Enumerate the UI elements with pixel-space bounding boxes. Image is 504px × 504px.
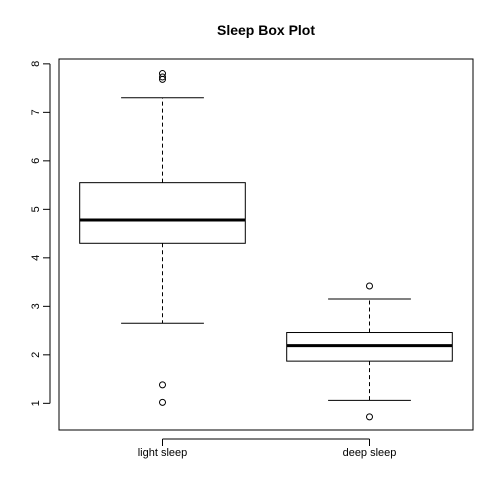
y-tick-label: 7 <box>30 109 42 115</box>
box-group <box>287 283 453 420</box>
y-tick-label: 6 <box>30 158 42 164</box>
y-tick-label: 8 <box>30 61 42 67</box>
plot-frame <box>59 59 473 430</box>
outlier-point <box>160 399 166 405</box>
y-axis: 1 2 3 4 5 6 7 8 <box>30 61 50 407</box>
y-tick-label: 3 <box>30 303 42 309</box>
iqr-box <box>80 183 246 244</box>
outlier-point <box>367 414 373 420</box>
x-axis: light sleep deep sleep <box>138 439 397 459</box>
chart-title: Sleep Box Plot <box>217 22 315 38</box>
y-tick-label: 5 <box>30 206 42 212</box>
y-tick-label: 4 <box>30 255 42 261</box>
box-group <box>80 71 246 406</box>
y-tick-label: 1 <box>30 400 42 406</box>
boxes-layer <box>80 71 453 420</box>
y-tick-label: 2 <box>30 352 42 358</box>
outlier-point <box>160 382 166 388</box>
x-tick-label: deep sleep <box>343 447 397 459</box>
x-tick-label: light sleep <box>138 447 188 459</box>
outlier-point <box>367 283 373 289</box>
